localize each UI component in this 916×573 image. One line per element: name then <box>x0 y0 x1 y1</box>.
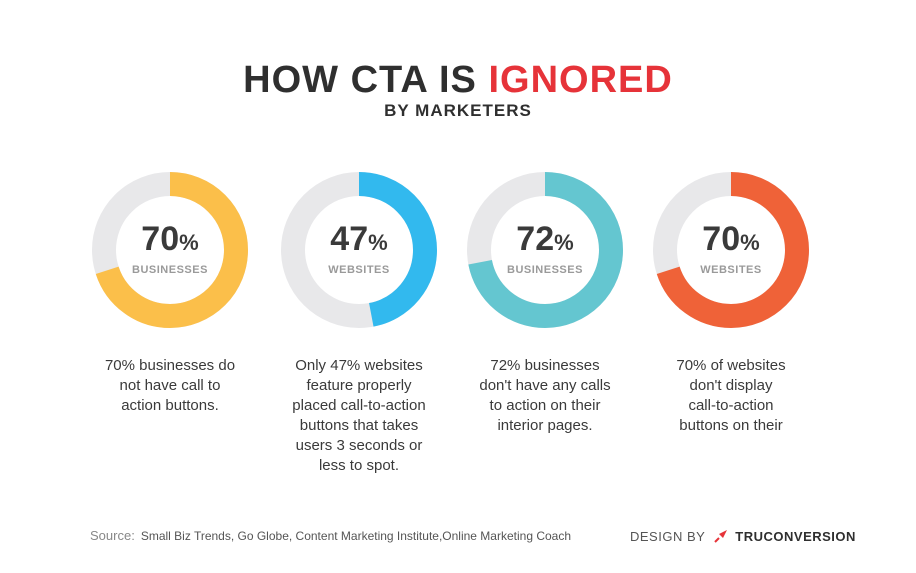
title-accent: IGNORED <box>488 59 673 101</box>
description-line: 70% of websites <box>676 357 786 374</box>
description-3: 72% businesses don't have any calls to a… <box>455 356 635 436</box>
donut-center: 70% WEBSITES <box>649 220 813 276</box>
donut-label: BUSINESSES <box>132 264 208 276</box>
donut-svg-1 <box>92 172 248 328</box>
description-line: users 3 seconds or <box>295 437 423 454</box>
donut-chart-4: 70% WEBSITES <box>649 168 813 332</box>
description-2: Only 47% websites feature properly place… <box>269 356 449 476</box>
description-line: interior pages. <box>497 417 593 434</box>
donut-label: BUSINESSES <box>507 264 583 276</box>
donut-svg-2 <box>281 172 437 328</box>
truconversion-logo-icon <box>713 528 729 544</box>
description-line: call-to-action <box>688 397 774 414</box>
donut-chart-1: 70% BUSINESSES <box>88 168 252 332</box>
donut-label: WEBSITES <box>700 264 762 276</box>
donut-value: 70% <box>702 220 760 258</box>
description-line: not have call to <box>119 377 221 394</box>
description-line: feature properly <box>306 377 412 394</box>
donut-value: 70% <box>141 220 199 258</box>
page-subtitle: BY MARKETERS <box>384 101 532 120</box>
page-title: HOW CTA IS IGNORED <box>0 58 916 102</box>
donut-value: 47% <box>330 220 388 258</box>
description-line: 72% businesses <box>490 357 600 374</box>
description-line: to action on their <box>489 397 601 414</box>
donut-center: 70% BUSINESSES <box>88 220 252 276</box>
donut-center: 72% BUSINESSES <box>463 220 627 276</box>
donut-arc <box>281 172 437 328</box>
donut-chart-2: 47% WEBSITES <box>277 168 441 332</box>
description-line: buttons on their <box>679 417 783 434</box>
donut-svg-3 <box>467 172 623 328</box>
description-line: don't have any calls <box>479 377 611 394</box>
brand-name: TRUCONVERSION <box>735 528 856 544</box>
donut-arc <box>92 172 248 328</box>
description-line: Only 47% websites <box>295 357 423 374</box>
description-line: don't display <box>689 377 773 394</box>
source-label: Source: <box>90 528 135 543</box>
description-1: 70% businesses do not have call to actio… <box>80 356 260 416</box>
description-line: buttons that takes <box>299 417 419 434</box>
description-4: 70% of websites don't display call-to-ac… <box>641 356 821 436</box>
donut-chart-3: 72% BUSINESSES <box>463 168 627 332</box>
description-line: action buttons. <box>121 397 219 414</box>
donut-arc <box>467 172 623 328</box>
donut-arc <box>653 172 809 328</box>
description-line: 70% businesses do <box>104 357 236 374</box>
donut-center: 47% WEBSITES <box>277 220 441 276</box>
description-line: placed call-to-action <box>292 397 426 414</box>
source-credit: Source: Small Biz Trends, Go Globe, Conte… <box>90 528 571 543</box>
design-credit: DESIGN BY TRUCONVERSION <box>630 528 856 544</box>
donut-value: 72% <box>516 220 574 258</box>
design-by-label: DESIGN BY <box>630 528 706 544</box>
donut-svg-4 <box>653 172 809 328</box>
donut-label: WEBSITES <box>328 264 390 276</box>
title-main: HOW CTA IS <box>243 59 489 101</box>
description-line: less to spot. <box>318 457 400 474</box>
source-text: Small Biz Trends, Go Globe, Content Mark… <box>140 529 572 543</box>
